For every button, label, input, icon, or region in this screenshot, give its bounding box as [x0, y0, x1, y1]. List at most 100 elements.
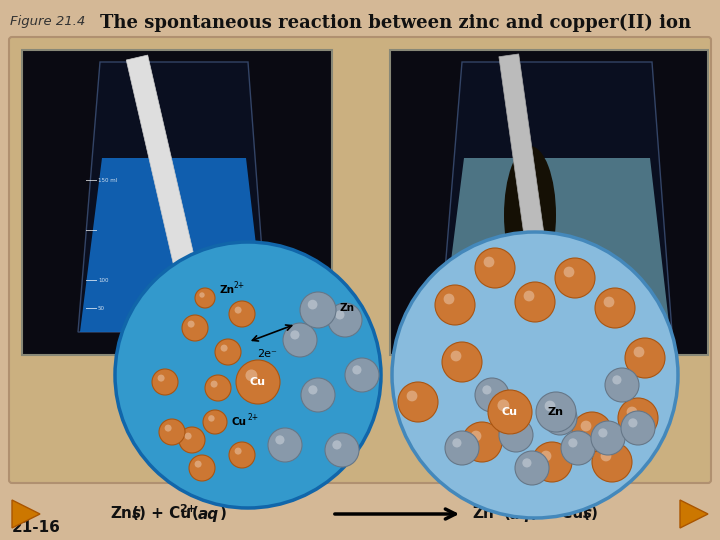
Text: 2+: 2+ — [248, 414, 259, 422]
Circle shape — [246, 369, 257, 381]
Circle shape — [499, 418, 533, 452]
Circle shape — [229, 442, 255, 468]
Circle shape — [220, 345, 228, 352]
Circle shape — [515, 282, 555, 322]
Circle shape — [592, 442, 632, 482]
Text: 21-16: 21-16 — [12, 520, 61, 535]
Circle shape — [188, 321, 194, 328]
Circle shape — [498, 400, 509, 411]
Circle shape — [159, 419, 185, 445]
Circle shape — [392, 232, 678, 518]
Polygon shape — [78, 62, 268, 332]
Circle shape — [451, 350, 462, 361]
Circle shape — [488, 390, 532, 434]
Text: 150 ml: 150 ml — [98, 178, 117, 183]
Bar — [22, 50, 332, 355]
Circle shape — [634, 347, 644, 357]
Text: ): ) — [591, 507, 598, 522]
Circle shape — [523, 291, 534, 301]
Text: Zn: Zn — [340, 303, 355, 313]
Circle shape — [115, 242, 381, 508]
Circle shape — [603, 296, 614, 307]
Ellipse shape — [504, 146, 556, 284]
Circle shape — [182, 315, 208, 341]
Text: (: ( — [504, 507, 511, 522]
Circle shape — [543, 401, 577, 435]
Circle shape — [444, 294, 454, 305]
Circle shape — [215, 339, 241, 365]
Circle shape — [506, 426, 516, 435]
Circle shape — [475, 248, 515, 288]
Circle shape — [605, 368, 639, 402]
Circle shape — [301, 378, 335, 412]
Text: Zn: Zn — [219, 285, 234, 295]
Circle shape — [208, 415, 215, 422]
Circle shape — [210, 381, 217, 388]
Bar — [390, 50, 708, 355]
Circle shape — [471, 430, 482, 441]
Circle shape — [600, 450, 611, 461]
Circle shape — [580, 421, 591, 431]
Circle shape — [522, 458, 531, 468]
Text: ) + Cu: ) + Cu — [139, 507, 191, 522]
Circle shape — [484, 256, 495, 267]
Circle shape — [550, 408, 559, 417]
Circle shape — [435, 285, 475, 325]
Text: 2+: 2+ — [234, 281, 245, 291]
Circle shape — [268, 428, 302, 462]
Circle shape — [283, 323, 317, 357]
Circle shape — [595, 288, 635, 328]
Text: Cu: Cu — [502, 407, 518, 417]
Circle shape — [275, 435, 284, 444]
Circle shape — [189, 455, 215, 481]
Text: Zn: Zn — [472, 507, 494, 522]
Circle shape — [541, 450, 552, 461]
Text: s: s — [132, 507, 141, 522]
Circle shape — [184, 433, 192, 440]
Circle shape — [515, 451, 549, 485]
FancyArrowPatch shape — [130, 348, 175, 389]
Circle shape — [572, 412, 612, 452]
Text: Zn: Zn — [548, 407, 564, 417]
Circle shape — [205, 375, 231, 401]
Circle shape — [625, 338, 665, 378]
Circle shape — [152, 369, 178, 395]
Circle shape — [629, 418, 637, 428]
Circle shape — [442, 342, 482, 382]
Circle shape — [229, 301, 255, 327]
FancyArrowPatch shape — [519, 350, 549, 382]
Text: 2+: 2+ — [179, 504, 196, 514]
Circle shape — [555, 258, 595, 298]
Circle shape — [333, 440, 341, 449]
Circle shape — [307, 300, 318, 309]
Circle shape — [165, 424, 171, 431]
Circle shape — [618, 398, 658, 438]
Circle shape — [398, 382, 438, 422]
Text: Figure 21.4: Figure 21.4 — [10, 15, 85, 28]
Text: 2e⁻: 2e⁻ — [257, 349, 277, 359]
FancyBboxPatch shape — [9, 37, 711, 483]
Circle shape — [194, 461, 202, 468]
Circle shape — [328, 303, 362, 337]
Text: s: s — [583, 507, 592, 522]
Circle shape — [158, 375, 165, 382]
Circle shape — [345, 358, 379, 392]
Circle shape — [452, 438, 462, 448]
Circle shape — [482, 386, 492, 395]
Circle shape — [199, 292, 204, 298]
Polygon shape — [12, 500, 40, 528]
Circle shape — [290, 330, 300, 340]
Circle shape — [235, 448, 242, 455]
Polygon shape — [126, 55, 210, 329]
Circle shape — [352, 365, 361, 375]
Polygon shape — [499, 54, 557, 330]
Text: (: ( — [192, 507, 199, 522]
Circle shape — [626, 407, 637, 417]
Circle shape — [591, 421, 625, 455]
Circle shape — [532, 442, 572, 482]
Circle shape — [612, 375, 621, 384]
Circle shape — [325, 433, 359, 467]
Circle shape — [235, 307, 242, 314]
Text: 2+: 2+ — [491, 504, 508, 514]
Circle shape — [179, 427, 205, 453]
